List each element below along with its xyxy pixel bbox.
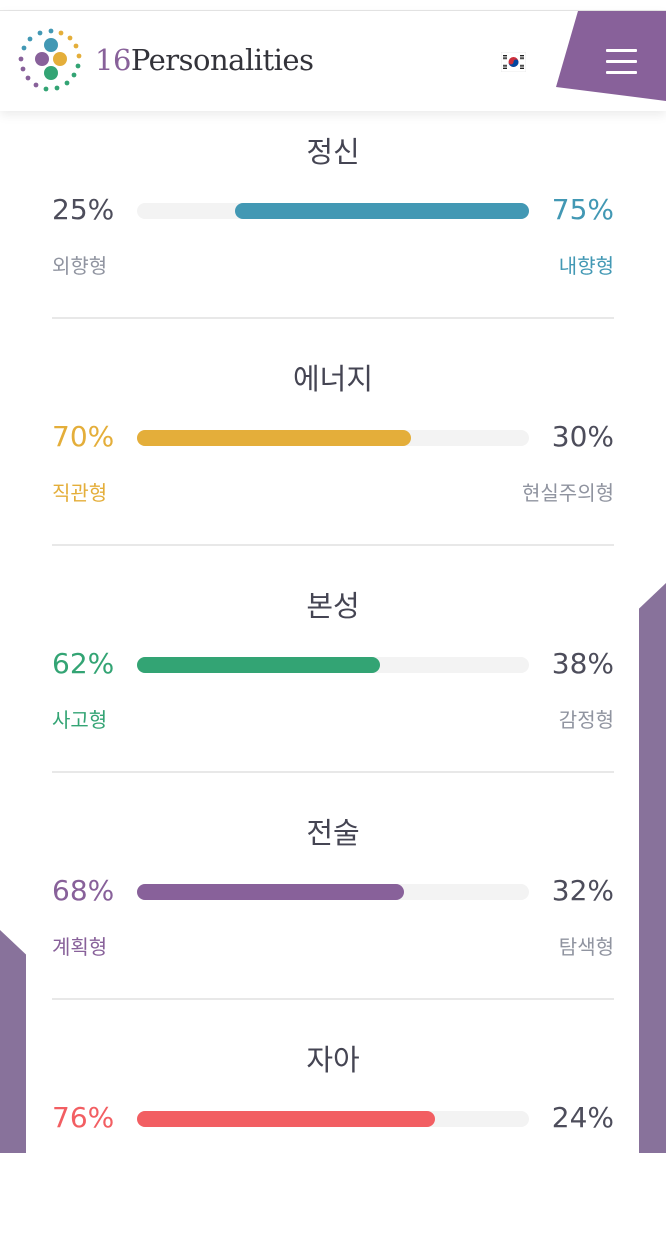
right-trait-label: 현실주의형 xyxy=(522,481,614,505)
trait-title: 자아 xyxy=(306,1043,360,1077)
left-trait-label: 외향형 xyxy=(52,254,108,278)
section-divider xyxy=(52,544,614,546)
hamburger-menu-icon[interactable] xyxy=(606,49,637,75)
trait-bar-fill xyxy=(137,1111,435,1127)
brand-number: 16 xyxy=(95,43,131,77)
trait-bar xyxy=(137,884,529,900)
brand-logo-text[interactable]: 16Personalities xyxy=(95,40,314,80)
left-percent: 68% xyxy=(52,874,115,907)
left-decor-shape xyxy=(0,930,26,1153)
trait-bar xyxy=(137,430,529,446)
trait-bar xyxy=(137,657,529,673)
brand-name: Personalities xyxy=(130,43,314,77)
section-divider xyxy=(52,317,614,319)
trait-section-identity: 자아 76% 24% xyxy=(52,1019,614,1245)
right-percent: 75% xyxy=(551,193,614,226)
left-percent: 62% xyxy=(52,647,115,680)
right-percent: 30% xyxy=(551,420,614,453)
menu-toggle-area[interactable] xyxy=(556,11,666,111)
site-header: 16Personalities xyxy=(0,11,666,111)
right-percent: 24% xyxy=(551,1101,614,1134)
trait-title: 정신 xyxy=(306,135,360,169)
trait-results: 정신 25% 75% 외향형 내향형 에너지 70% 30% 직관형 현실주의형… xyxy=(0,111,666,1153)
left-percent: 25% xyxy=(52,193,115,226)
trait-bar xyxy=(137,203,529,219)
left-trait-label: 계획형 xyxy=(52,935,108,959)
left-trait-label: 사고형 xyxy=(52,708,108,732)
right-trait-label: 탐색형 xyxy=(558,935,614,959)
menu-corner-shape xyxy=(556,11,666,101)
trait-section-mind: 정신 25% 75% 외향형 내향형 xyxy=(52,111,614,337)
left-percent: 70% xyxy=(52,420,115,453)
trait-bar-fill xyxy=(235,203,529,219)
trait-bar-fill xyxy=(137,884,404,900)
left-trait-label: 직관형 xyxy=(52,481,108,505)
right-percent: 38% xyxy=(551,647,614,680)
trait-section-tactics: 전술 68% 32% 계획형 탐색형 xyxy=(52,792,614,1018)
south-korea-flag-icon[interactable] xyxy=(501,52,526,72)
trait-section-nature: 본성 62% 38% 사고형 감정형 xyxy=(52,565,614,791)
status-bar-strip xyxy=(0,0,666,11)
right-decor-shape xyxy=(639,583,666,1153)
trait-title: 전술 xyxy=(306,816,360,850)
section-divider xyxy=(52,771,614,773)
trait-bar-fill xyxy=(137,657,381,673)
dotted-circle-logo-icon[interactable] xyxy=(18,28,84,94)
trait-bar xyxy=(137,1111,529,1127)
trait-bar-fill xyxy=(137,430,412,446)
right-percent: 32% xyxy=(551,874,614,907)
left-percent: 76% xyxy=(52,1101,115,1134)
trait-section-energy: 에너지 70% 30% 직관형 현실주의형 xyxy=(52,338,614,564)
section-divider xyxy=(52,998,614,1000)
trait-title: 본성 xyxy=(306,589,360,623)
right-trait-label: 감정형 xyxy=(558,708,614,732)
trait-title: 에너지 xyxy=(292,362,374,396)
right-trait-label: 내향형 xyxy=(558,254,614,278)
